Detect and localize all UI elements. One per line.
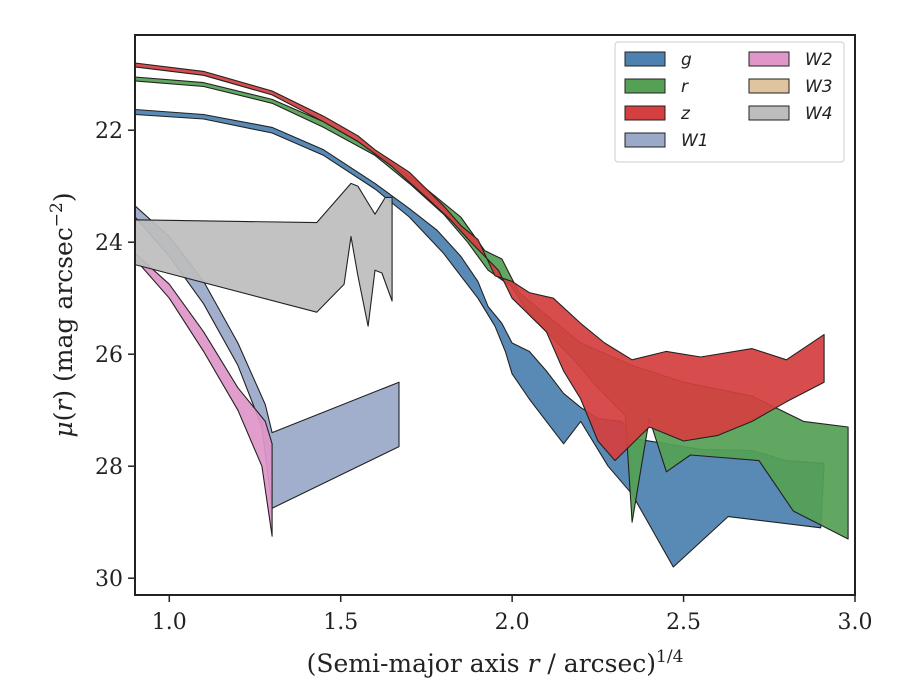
x-axis-label: (Semi-major axis r / arcsec)1/4 [307,647,684,678]
y-tick-label: 28 [95,455,123,480]
legend-swatch-w4 [748,105,790,121]
axis-ticks: 1.0 1.5 2.0 2.5 3.0 22 24 26 28 30 [95,119,873,635]
x-tick-label: 3.0 [838,610,873,635]
legend-label-g: g [681,50,692,70]
legend-swatch-w3 [748,78,790,94]
x-tick-label: 1.5 [323,610,358,635]
legend-swatch-w2 [748,51,790,67]
y-axis-label: μ(r) (mag arcsec−2) [47,192,78,437]
y-tick-label: 22 [95,119,123,144]
y-tick-label: 24 [95,231,123,256]
legend-label-z: z [680,104,691,124]
legend-label-w1: W1 [681,131,709,151]
x-tick-label: 2.5 [666,610,701,635]
y-tick-label: 26 [95,343,123,368]
x-tick-label: 1.0 [152,610,187,635]
band-z [134,62,825,462]
legend-label-w2: W2 [805,50,833,70]
legend-swatch-g [624,51,666,67]
legend-label-w3: W3 [805,77,833,97]
band-w4 [134,182,393,327]
legend-label-r: r [681,77,689,97]
legend-swatch-z [624,105,666,121]
legend-swatch-w1 [624,132,666,148]
legend-label-w4: W4 [805,104,833,124]
y-tick-label: 30 [95,567,123,592]
legend-swatch-r [624,78,666,94]
band-g [134,108,825,568]
x-tick-label: 2.0 [495,610,530,635]
legend: grz W1 W2 W3 W4 [614,41,845,163]
plot-frame [134,34,856,596]
profile-bands [134,62,849,568]
band-w2 [134,252,273,537]
legend-frame [614,41,845,163]
